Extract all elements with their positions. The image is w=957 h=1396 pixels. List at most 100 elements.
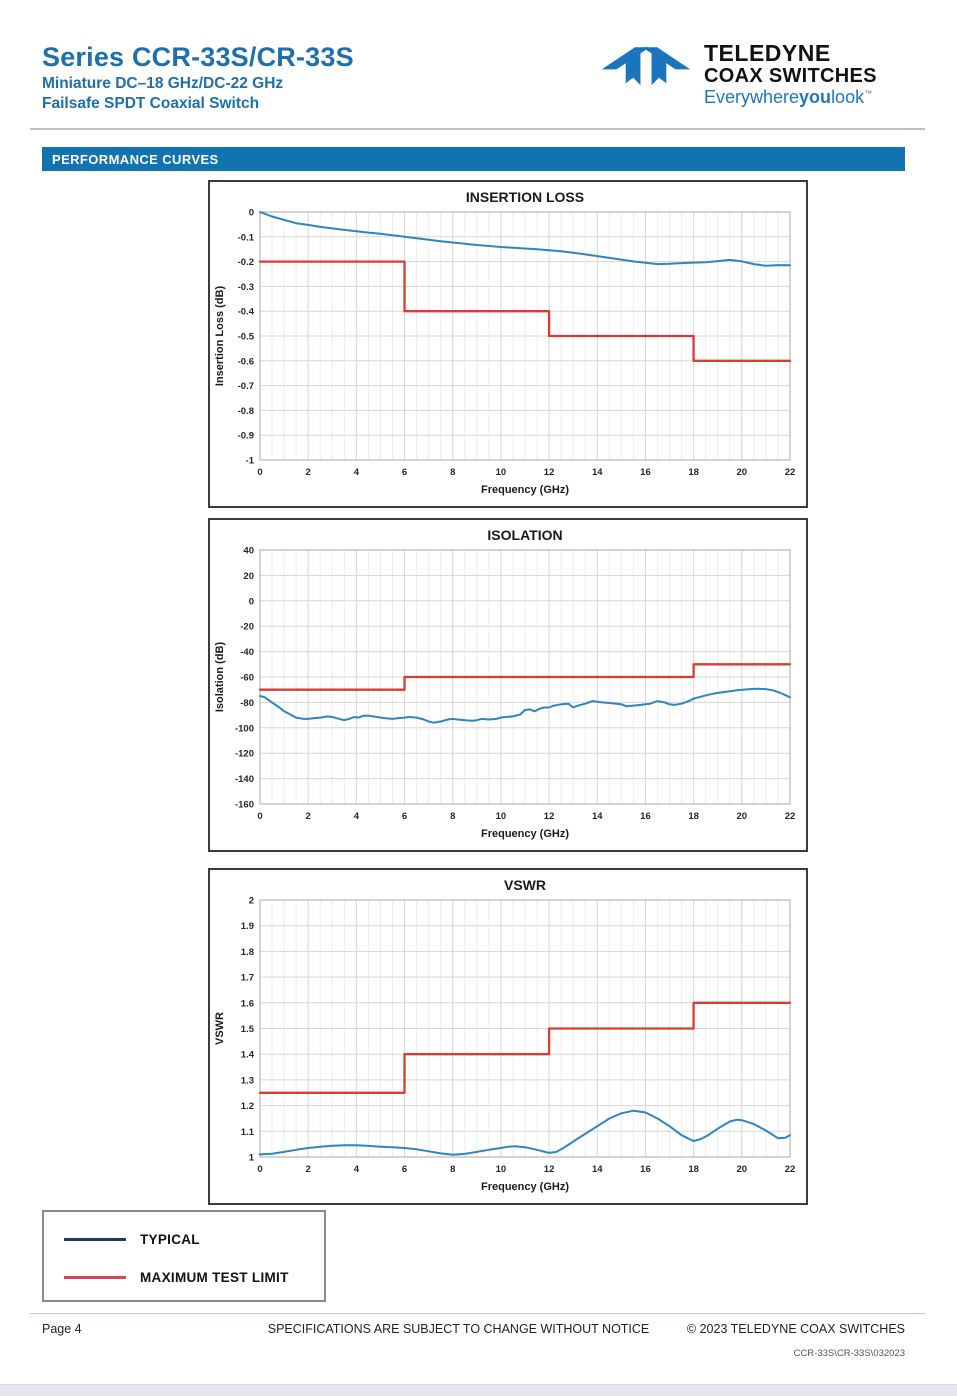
svg-text:40: 40 bbox=[243, 546, 254, 557]
svg-text:14: 14 bbox=[592, 811, 603, 822]
svg-text:-1: -1 bbox=[246, 456, 255, 467]
svg-text:6: 6 bbox=[402, 467, 407, 478]
svg-text:-100: -100 bbox=[235, 723, 254, 734]
header: Series CCR-33S/CR-33S Miniature DC–18 GH… bbox=[42, 42, 354, 113]
legend-box: TYPICAL MAXIMUM TEST LIMIT bbox=[42, 1210, 326, 1302]
svg-text:-0.7: -0.7 bbox=[238, 381, 254, 392]
svg-text:VSWR: VSWR bbox=[214, 1012, 226, 1045]
logo-text: TELEDYNE COAX SWITCHES Everywhereyoulook… bbox=[704, 38, 877, 106]
page-title: Series CCR-33S/CR-33S bbox=[42, 42, 354, 72]
svg-text:ISOLATION: ISOLATION bbox=[487, 527, 562, 543]
svg-text:1.9: 1.9 bbox=[241, 921, 254, 932]
svg-text:VSWR: VSWR bbox=[504, 877, 546, 893]
svg-text:-0.6: -0.6 bbox=[238, 356, 254, 367]
section-banner: PERFORMANCE CURVES bbox=[42, 147, 905, 171]
logo-tagline: Everywhereyoulook™ bbox=[704, 86, 873, 107]
max-limit-line-swatch bbox=[64, 1275, 126, 1279]
svg-text:-40: -40 bbox=[240, 647, 254, 658]
svg-text:Frequency (GHz): Frequency (GHz) bbox=[481, 828, 569, 840]
svg-text:-0.3: -0.3 bbox=[238, 282, 254, 293]
header-divider bbox=[30, 128, 925, 130]
svg-text:10: 10 bbox=[496, 811, 507, 822]
legend-item-typical: TYPICAL bbox=[64, 1226, 324, 1252]
svg-text:16: 16 bbox=[640, 811, 651, 822]
svg-text:1.3: 1.3 bbox=[241, 1075, 254, 1086]
svg-text:14: 14 bbox=[592, 467, 603, 478]
logo-division-name: COAX SWITCHES bbox=[704, 64, 877, 87]
svg-text:-60: -60 bbox=[240, 673, 254, 684]
footer-divider bbox=[30, 1313, 925, 1314]
svg-text:Insertion Loss (dB): Insertion Loss (dB) bbox=[214, 286, 226, 387]
chart-insertion-loss: 0 2 4 6 8 10 12 14 16 18 20 22 -1 -0.9 -0.8 -0.7 -0.6 -0.… bbox=[208, 180, 808, 508]
footer-notice: SPECIFICATIONS ARE SUBJECT TO CHANGE WIT… bbox=[267, 1322, 650, 1336]
teledyne-logo-icon bbox=[601, 47, 691, 86]
svg-text:1.5: 1.5 bbox=[241, 1024, 255, 1035]
svg-text:6: 6 bbox=[402, 1164, 407, 1175]
teledyne-logo: TELEDYNE COAX SWITCHES Everywhereyoulook… bbox=[598, 38, 877, 110]
svg-text:4: 4 bbox=[354, 467, 360, 478]
svg-text:2: 2 bbox=[306, 467, 311, 478]
svg-text:-20: -20 bbox=[240, 622, 254, 633]
svg-text:0: 0 bbox=[257, 467, 262, 478]
footer-copyright: © 2023 TELEDYNE COAX SWITCHES bbox=[686, 1322, 905, 1336]
legend-item-max-limit: MAXIMUM TEST LIMIT bbox=[64, 1264, 324, 1290]
svg-text:1.4: 1.4 bbox=[241, 1050, 255, 1061]
svg-text:2: 2 bbox=[306, 1164, 311, 1175]
typical-line-swatch bbox=[64, 1237, 126, 1241]
svg-text:1.6: 1.6 bbox=[241, 998, 254, 1009]
svg-text:4: 4 bbox=[354, 811, 360, 822]
svg-text:2: 2 bbox=[249, 896, 254, 907]
svg-text:22: 22 bbox=[785, 467, 796, 478]
svg-text:0: 0 bbox=[249, 596, 254, 607]
svg-text:-0.5: -0.5 bbox=[238, 332, 255, 343]
svg-text:-0.9: -0.9 bbox=[238, 431, 254, 442]
svg-text:22: 22 bbox=[785, 1164, 796, 1175]
svg-text:18: 18 bbox=[688, 811, 699, 822]
svg-text:1.2: 1.2 bbox=[241, 1101, 254, 1112]
svg-text:16: 16 bbox=[640, 467, 651, 478]
page-number: Page 4 bbox=[42, 1322, 82, 1336]
svg-text:0: 0 bbox=[257, 1164, 262, 1175]
svg-text:18: 18 bbox=[688, 467, 699, 478]
svg-text:-0.2: -0.2 bbox=[238, 257, 254, 268]
svg-text:8: 8 bbox=[450, 467, 455, 478]
svg-text:20: 20 bbox=[243, 571, 254, 582]
legend-label-max-limit: MAXIMUM TEST LIMIT bbox=[140, 1269, 289, 1285]
svg-text:4: 4 bbox=[354, 1164, 360, 1175]
svg-text:12: 12 bbox=[544, 1164, 555, 1175]
footer: Page 4 SPECIFICATIONS ARE SUBJECT TO CHA… bbox=[42, 1322, 905, 1336]
chart-vswr: 0 2 4 6 8 10 12 14 16 18 20 22 1 1.1 1.2 1.3 1.4 1.5 1.6 1.… bbox=[208, 868, 808, 1205]
svg-text:8: 8 bbox=[450, 1164, 455, 1175]
svg-text:16: 16 bbox=[640, 1164, 651, 1175]
svg-text:10: 10 bbox=[496, 467, 507, 478]
svg-text:-140: -140 bbox=[235, 774, 254, 785]
svg-text:Frequency (GHz): Frequency (GHz) bbox=[481, 1181, 569, 1193]
svg-text:20: 20 bbox=[737, 811, 748, 822]
bottom-bar bbox=[0, 1384, 957, 1396]
svg-text:0: 0 bbox=[257, 811, 262, 822]
svg-text:-0.4: -0.4 bbox=[238, 307, 255, 318]
svg-text:14: 14 bbox=[592, 1164, 603, 1175]
svg-text:0: 0 bbox=[249, 208, 254, 219]
svg-text:2: 2 bbox=[306, 811, 311, 822]
svg-text:-160: -160 bbox=[235, 800, 254, 811]
svg-text:Frequency (GHz): Frequency (GHz) bbox=[481, 484, 569, 496]
svg-text:22: 22 bbox=[785, 811, 796, 822]
svg-text:-0.8: -0.8 bbox=[238, 406, 254, 417]
svg-text:1: 1 bbox=[249, 1153, 255, 1164]
chart-isolation: 0 2 4 6 8 10 12 14 16 18 20 22 -160 -140 -120 -100 -80 -6… bbox=[208, 518, 808, 852]
svg-text:12: 12 bbox=[544, 811, 555, 822]
svg-text:18: 18 bbox=[688, 1164, 699, 1175]
legend-label-typical: TYPICAL bbox=[140, 1231, 200, 1247]
page-subtitle-type: Failsafe SPDT Coaxial Switch bbox=[42, 95, 260, 112]
svg-text:1.7: 1.7 bbox=[241, 973, 254, 984]
svg-text:20: 20 bbox=[737, 1164, 748, 1175]
svg-text:6: 6 bbox=[402, 811, 407, 822]
svg-text:Isolation (dB): Isolation (dB) bbox=[214, 642, 226, 713]
svg-text:INSERTION LOSS: INSERTION LOSS bbox=[466, 189, 584, 205]
svg-text:1.8: 1.8 bbox=[241, 947, 254, 958]
svg-text:20: 20 bbox=[737, 467, 748, 478]
page-subtitle-frequency: Miniature DC–18 GHz/DC-22 GHz bbox=[42, 75, 284, 92]
svg-text:-120: -120 bbox=[235, 749, 254, 760]
